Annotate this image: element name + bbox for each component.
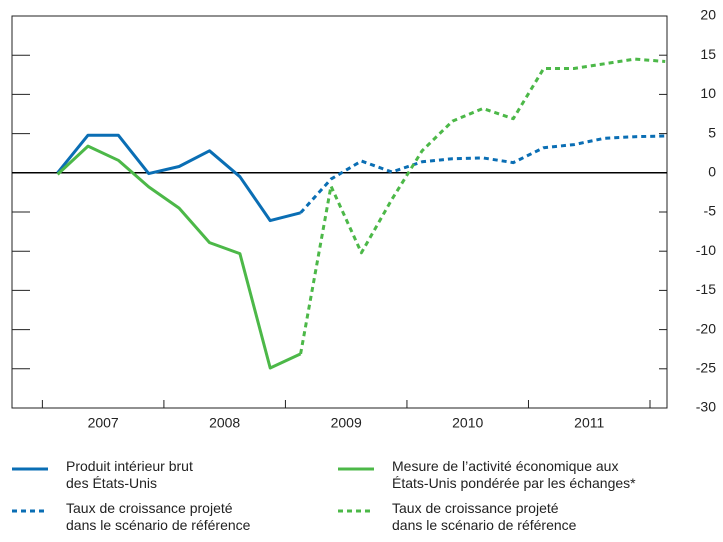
y-tick-label: 0 [708, 164, 716, 180]
x-tick-label: 2011 [574, 415, 604, 431]
y-tick-label: 15 [700, 46, 716, 62]
y-tick-label: -10 [696, 242, 716, 258]
y-tick-label: -20 [696, 320, 716, 336]
legend-label: Taux de croissance projeté dans le scéna… [392, 500, 577, 533]
plot-frame [11, 15, 668, 409]
x-tick-label: 2007 [88, 415, 119, 431]
y-tick-label: -30 [696, 399, 716, 415]
line [299, 134, 666, 214]
chart: -30 -25 -20 -15 -10 -5 0 5 10 15 20 2007 2008 2009 201… [11, 7, 717, 431]
line [299, 57, 666, 355]
y-tick-label: -15 [696, 281, 716, 297]
legend-label: Mesure de l’activité économique aux État… [392, 458, 636, 491]
y-tick-label: -25 [696, 360, 716, 376]
x-tick-label: 2008 [209, 415, 240, 431]
legend-swatch [338, 467, 374, 471]
line [56, 144, 302, 370]
legend-swatch [338, 509, 374, 513]
y-tick-label: 20 [700, 7, 716, 23]
legend-label: Produit intérieur brut des États-Unis [66, 458, 193, 491]
x-tick-label: 2009 [331, 415, 362, 431]
x-tick-label: 2010 [452, 415, 483, 431]
legend-label: Taux de croissance projeté dans le scéna… [66, 500, 251, 533]
y-tick-label: 10 [700, 85, 716, 101]
line [56, 133, 301, 223]
legend-swatch [12, 509, 48, 513]
y-tick-label: -5 [704, 203, 717, 219]
legend-swatch [12, 467, 48, 471]
y-tick-label: 5 [708, 124, 716, 140]
